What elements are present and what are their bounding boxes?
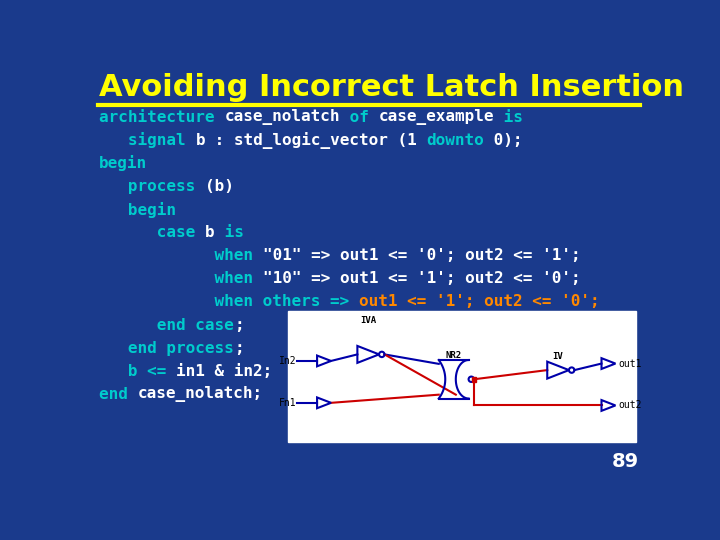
Text: ;: ; [234,318,243,333]
Text: of: of [340,110,379,125]
Text: Avoiding Incorrect Latch Insertion: Avoiding Incorrect Latch Insertion [99,73,684,103]
Text: b: b [205,225,215,240]
Text: when: when [99,272,263,286]
Text: b: b [196,133,205,148]
Text: "01" => out1 <= '0'; out2 <= '1';: "01" => out1 <= '0'; out2 <= '1'; [263,248,580,264]
Text: out1: out1 [618,359,642,369]
Text: end case: end case [99,318,234,333]
Text: 0);: 0); [485,133,523,148]
Bar [287,311,636,442]
Text: out1 <= '1'; out2 <= '0';: out1 <= '1'; out2 <= '0'; [359,294,600,309]
Text: (b): (b) [205,179,234,194]
Text: case_nolatch: case_nolatch [225,109,340,125]
Text: In2: In2 [279,356,297,366]
Text: downto: downto [426,133,485,148]
Text: process: process [99,179,205,194]
Text: Fn1: Fn1 [279,398,297,408]
Text: ;: ; [234,341,243,356]
Text: when others =>: when others => [99,294,359,309]
Bar [472,377,477,382]
Text: end process: end process [99,341,234,356]
Text: case_example: case_example [379,109,494,125]
Text: is: is [215,225,243,240]
Text: in1 & in2;: in1 & in2; [176,364,273,379]
Text: when: when [99,248,263,264]
Text: is: is [494,110,523,125]
Text: out2: out2 [618,401,642,410]
Text: signal: signal [99,132,196,149]
Text: begin: begin [99,156,148,171]
Text: NR2: NR2 [446,351,462,360]
Text: begin: begin [99,201,176,218]
Text: b <=: b <= [99,364,176,379]
Text: 89: 89 [611,453,639,471]
Text: : std_logic_vector (1: : std_logic_vector (1 [205,132,426,148]
Text: end: end [99,387,138,402]
Text: "10" => out1 <= '1'; out2 <= '0';: "10" => out1 <= '1'; out2 <= '0'; [263,272,580,286]
Text: case: case [99,225,205,240]
Text: IVA: IVA [360,316,377,325]
Text: case_nolatch;: case_nolatch; [138,386,263,402]
Text: IV: IV [553,352,564,361]
Text: architecture: architecture [99,110,225,125]
